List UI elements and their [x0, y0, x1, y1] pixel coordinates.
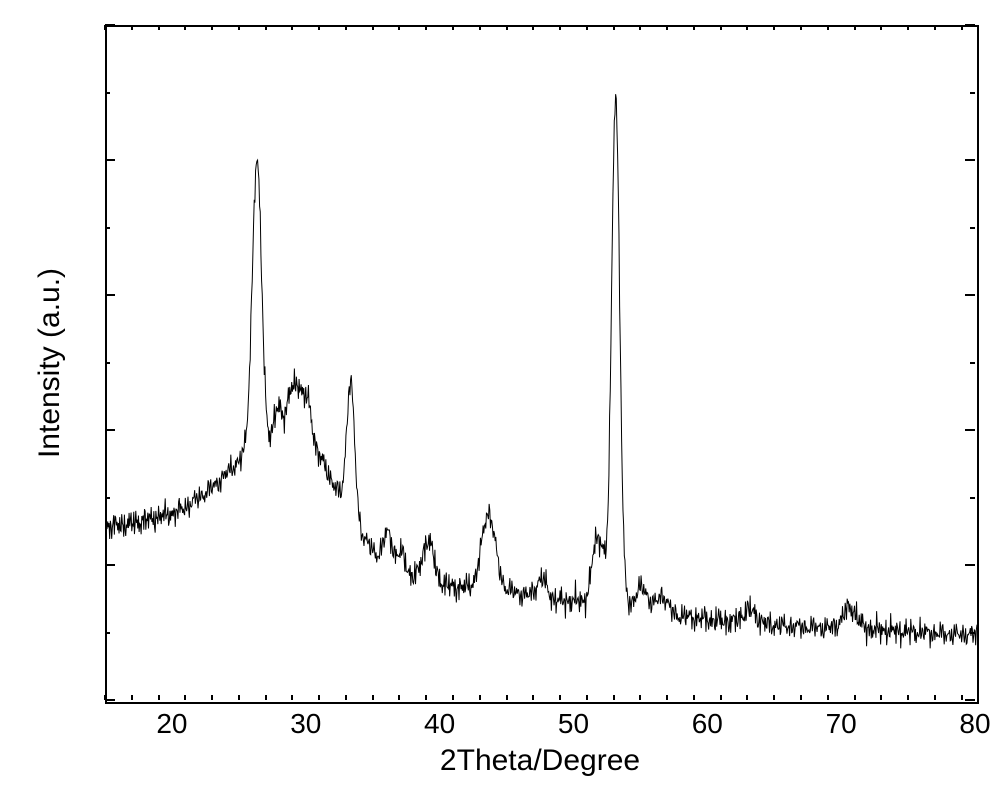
tick: [372, 695, 374, 700]
y-axis-label: Intensity (a.u.): [33, 267, 67, 457]
intensity-trace: [107, 94, 977, 648]
tick: [372, 25, 374, 30]
tick: [773, 695, 775, 700]
tick: [746, 695, 748, 700]
tick: [532, 695, 534, 700]
xrd-line-plot: [107, 27, 977, 702]
tick: [238, 25, 240, 30]
x-tick-label: 30: [290, 708, 321, 740]
tick: [613, 25, 615, 30]
tick: [265, 695, 267, 700]
tick: [291, 25, 293, 30]
tick: [105, 92, 110, 94]
tick: [934, 695, 936, 700]
tick: [318, 25, 320, 30]
tick: [965, 564, 975, 566]
tick: [211, 25, 213, 30]
tick: [559, 25, 561, 30]
tick: [965, 159, 975, 161]
tick: [131, 25, 133, 30]
chart-container: 20 30 40 50 60 70 80 2Theta/Degree Intensity (…: [0, 0, 1000, 800]
tick: [970, 92, 975, 94]
tick: [291, 695, 293, 700]
tick: [452, 25, 454, 30]
x-tick-label: 80: [959, 708, 990, 740]
tick: [479, 25, 481, 30]
tick: [158, 695, 160, 700]
tick: [965, 429, 975, 431]
tick: [970, 227, 975, 229]
tick: [398, 25, 400, 30]
tick: [961, 25, 963, 30]
tick: [131, 695, 133, 700]
tick: [970, 632, 975, 634]
tick: [693, 25, 695, 30]
tick: [452, 695, 454, 700]
tick: [345, 25, 347, 30]
tick: [970, 362, 975, 364]
tick: [854, 695, 856, 700]
tick: [827, 25, 829, 30]
tick: [961, 695, 963, 700]
tick: [746, 25, 748, 30]
tick: [184, 25, 186, 30]
tick: [158, 25, 160, 30]
tick: [720, 695, 722, 700]
tick: [105, 564, 115, 566]
tick: [184, 695, 186, 700]
tick: [970, 497, 975, 499]
tick: [532, 25, 534, 30]
tick: [854, 25, 856, 30]
tick: [800, 25, 802, 30]
tick: [105, 362, 110, 364]
tick: [907, 25, 909, 30]
tick: [613, 695, 615, 700]
plot-area: [105, 25, 979, 704]
tick: [105, 294, 115, 296]
tick: [105, 24, 115, 26]
tick: [425, 25, 427, 30]
tick: [318, 695, 320, 700]
x-tick-label: 60: [692, 708, 723, 740]
tick: [800, 695, 802, 700]
tick: [586, 25, 588, 30]
tick: [105, 632, 110, 634]
tick: [639, 695, 641, 700]
tick: [105, 497, 110, 499]
tick: [105, 159, 115, 161]
tick: [586, 695, 588, 700]
tick: [105, 429, 115, 431]
tick: [506, 25, 508, 30]
tick: [773, 25, 775, 30]
tick: [880, 695, 882, 700]
tick: [934, 25, 936, 30]
tick: [965, 24, 975, 26]
tick: [965, 699, 975, 701]
tick: [506, 695, 508, 700]
tick: [827, 695, 829, 700]
tick: [880, 25, 882, 30]
tick: [425, 695, 427, 700]
x-axis-label: 2Theta/Degree: [440, 744, 640, 778]
x-tick-label: 20: [156, 708, 187, 740]
tick: [345, 695, 347, 700]
tick: [907, 695, 909, 700]
tick: [559, 695, 561, 700]
tick: [720, 25, 722, 30]
tick: [666, 25, 668, 30]
x-tick-label: 40: [424, 708, 455, 740]
tick: [398, 695, 400, 700]
x-tick-label: 70: [826, 708, 857, 740]
tick: [105, 699, 115, 701]
tick: [666, 695, 668, 700]
tick: [211, 695, 213, 700]
tick: [693, 695, 695, 700]
x-tick-label: 50: [558, 708, 589, 740]
tick: [639, 25, 641, 30]
tick: [105, 227, 110, 229]
tick: [965, 294, 975, 296]
tick: [265, 25, 267, 30]
tick: [238, 695, 240, 700]
tick: [479, 695, 481, 700]
